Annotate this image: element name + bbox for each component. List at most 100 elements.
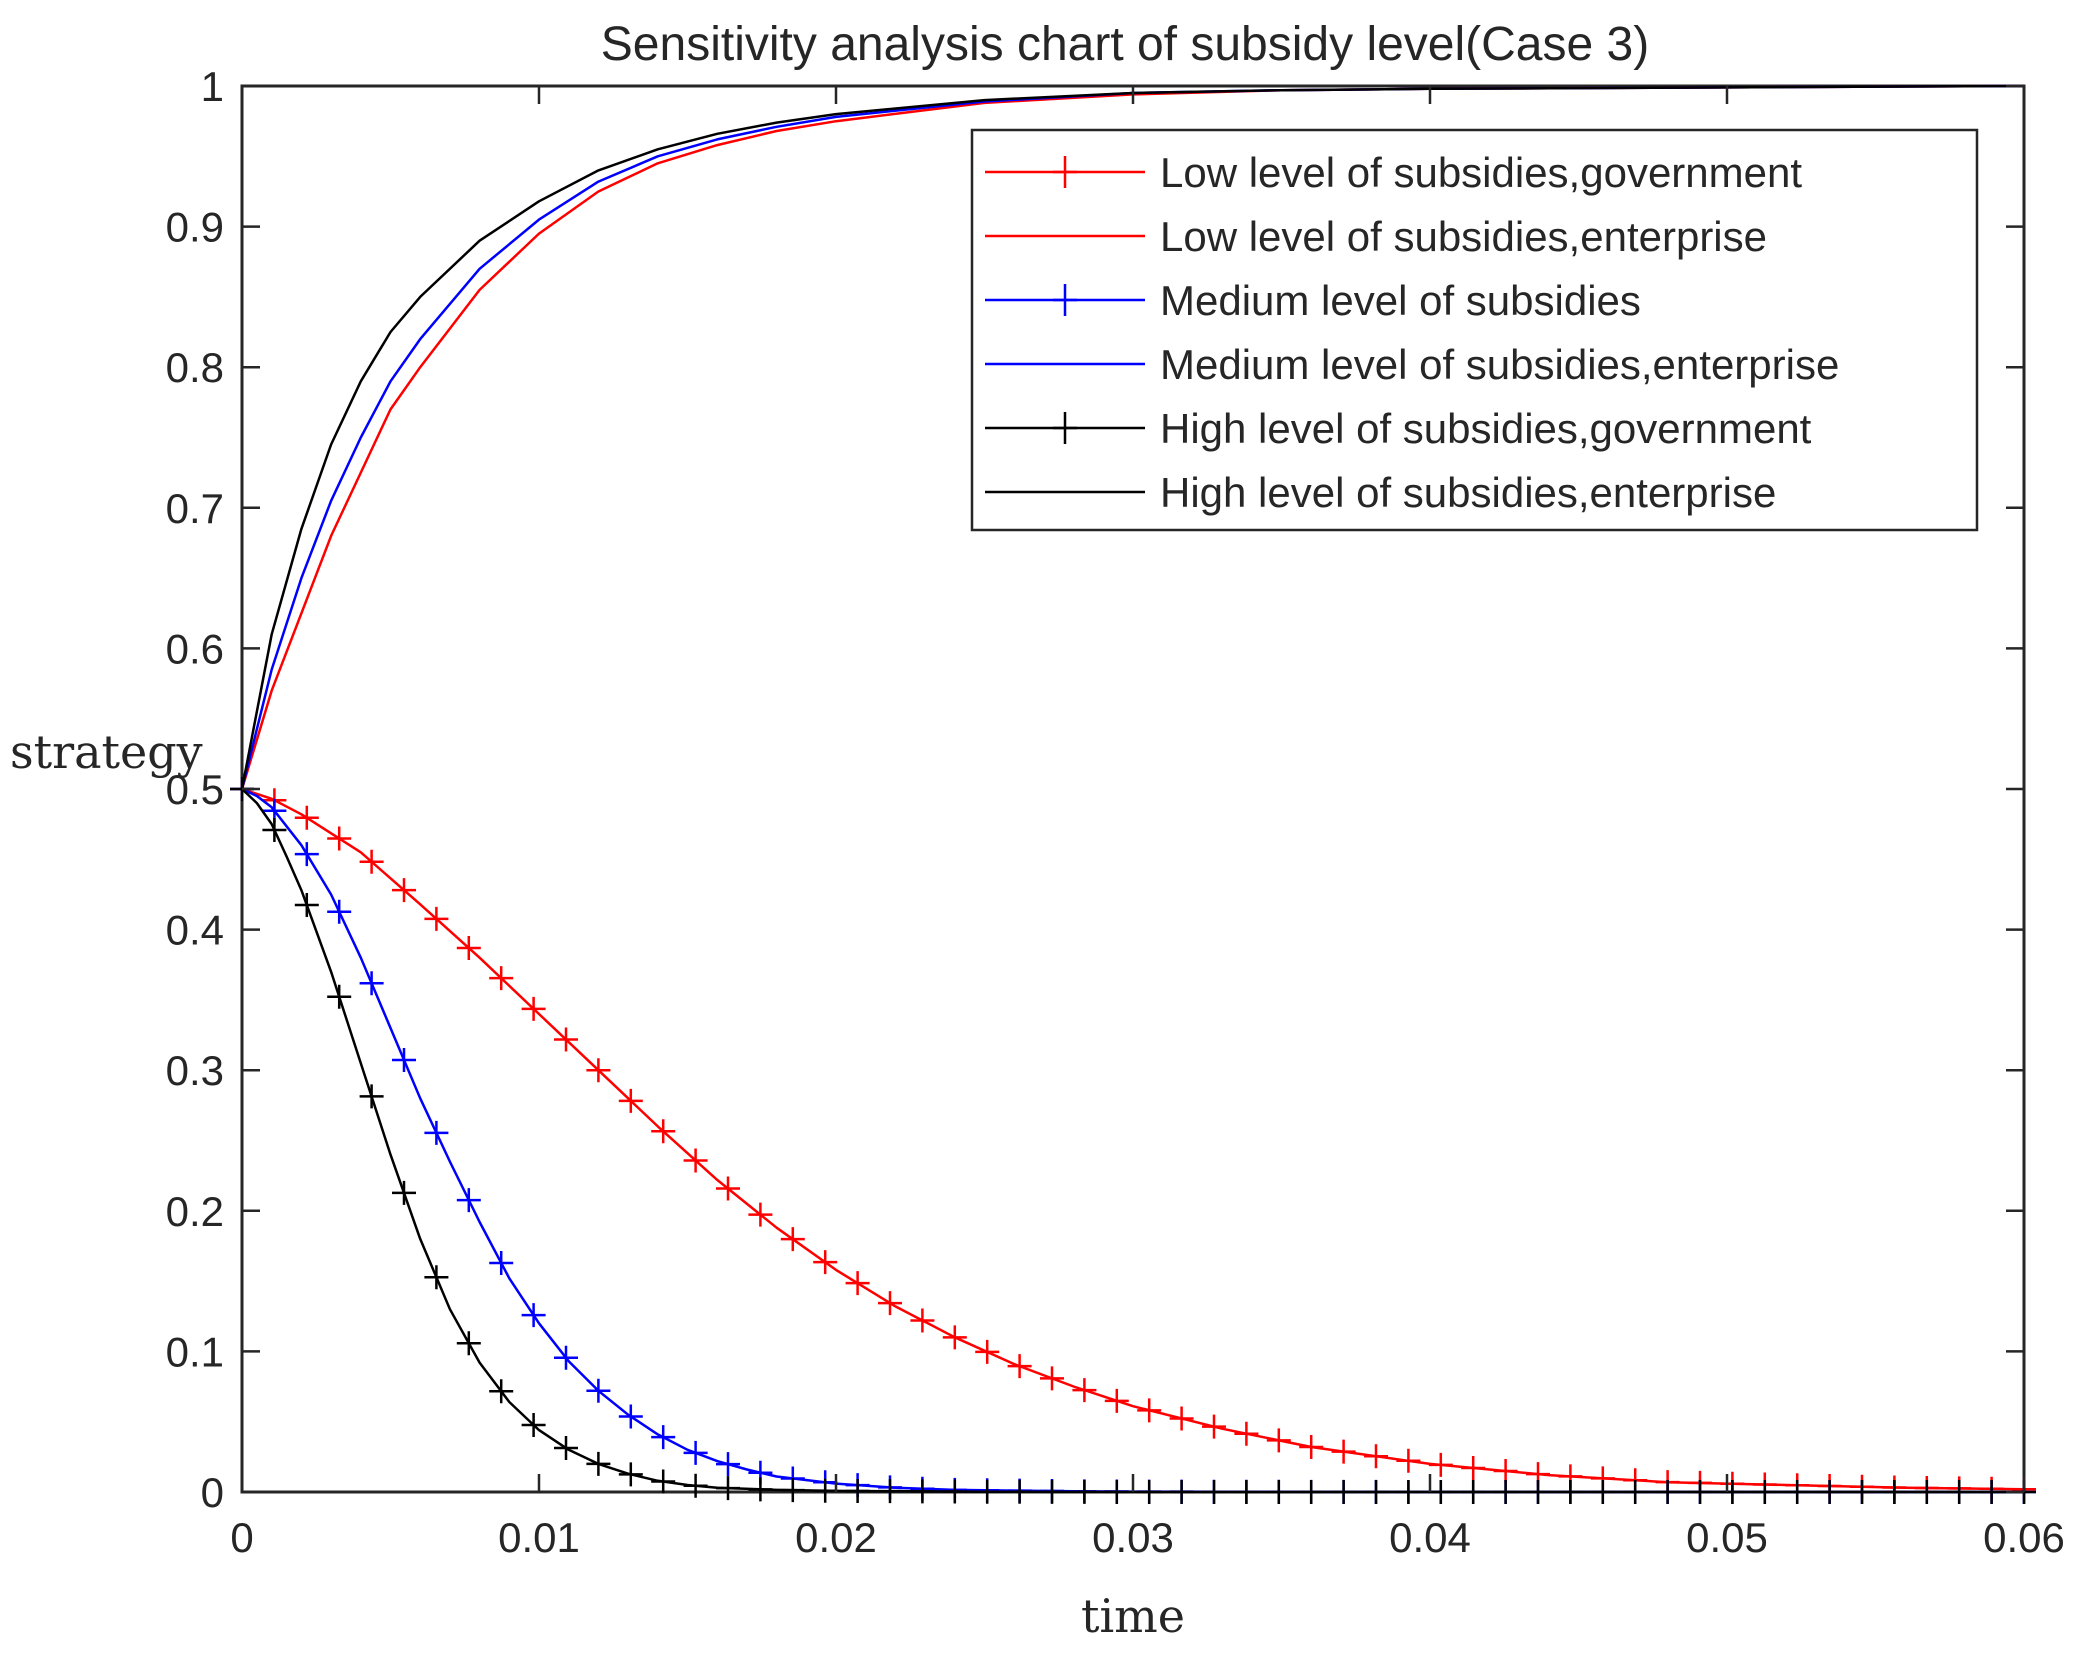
legend-label: Low level of subsidies,government (1160, 149, 1802, 196)
x-tick-label: 0.02 (795, 1514, 877, 1561)
x-tick-label: 0.04 (1389, 1514, 1471, 1561)
y-tick-label: 0 (201, 1469, 224, 1516)
x-tick-label: 0.06 (1983, 1514, 2065, 1561)
series-marker-high-level-of-subsidies-government (1979, 1480, 2004, 1504)
series-marker-high-level-of-subsidies-government (813, 1478, 838, 1503)
series-marker-low-level-of-subsidies-government (489, 966, 514, 991)
series-marker-low-level-of-subsidies-government (456, 936, 481, 961)
series-marker-medium-level-of-subsidies (554, 1345, 578, 1370)
series-marker-high-level-of-subsidies-government (1428, 1480, 1453, 1504)
y-axis-label: strategy (10, 725, 203, 779)
series-marker-medium-level-of-subsidies (651, 1425, 676, 1450)
series-marker-high-level-of-subsidies-government (1688, 1480, 1712, 1504)
x-tick-label: 0.03 (1092, 1514, 1174, 1561)
series-marker-high-level-of-subsidies-government (1234, 1480, 1259, 1504)
legend-marker (1053, 156, 1077, 188)
series-marker-low-level-of-subsidies-government (651, 1119, 676, 1144)
series-marker-low-level-of-subsidies-government (392, 878, 416, 903)
series-marker-high-level-of-subsidies-government (489, 1379, 514, 1404)
series-marker-low-level-of-subsidies-government (845, 1271, 870, 1296)
series-marker-high-level-of-subsidies-government (1040, 1479, 1064, 1504)
x-tick-label: 0.05 (1686, 1514, 1768, 1561)
series-marker-low-level-of-subsidies-government (942, 1325, 967, 1350)
series-marker-high-level-of-subsidies-government (1817, 1480, 1842, 1504)
series-marker-high-level-of-subsidies-government (392, 1180, 416, 1205)
series-marker-low-level-of-subsidies-government (1396, 1448, 1421, 1473)
series-marker-high-level-of-subsidies-government (1947, 1480, 1972, 1504)
series-marker-low-level-of-subsidies-government (1299, 1435, 1324, 1460)
series-marker-medium-level-of-subsidies (683, 1440, 708, 1465)
series-marker-medium-level-of-subsidies (489, 1250, 514, 1275)
y-tick-label: 0.2 (166, 1188, 224, 1235)
x-tick-label: 0.01 (498, 1514, 580, 1561)
series-marker-low-level-of-subsidies-government (586, 1058, 611, 1083)
series-marker-low-level-of-subsidies-government (554, 1027, 578, 1052)
series-marker-low-level-of-subsidies-government (618, 1088, 643, 1113)
legend-label: Medium level of subsidies (1160, 277, 1641, 324)
series-marker-low-level-of-subsidies-government (1169, 1406, 1194, 1431)
series-line-high-level-of-subsidies-enterprise (240, 84, 2025, 790)
series-marker-low-level-of-subsidies-government (1266, 1428, 1291, 1453)
series-marker-high-level-of-subsidies-government (1720, 1480, 1745, 1504)
chart-title: Sensitivity analysis chart of subsidy le… (601, 18, 1649, 71)
series-marker-high-level-of-subsidies-government (1364, 1480, 1388, 1504)
series-marker-high-level-of-subsidies-government (1396, 1480, 1421, 1504)
series-marker-medium-level-of-subsidies (586, 1378, 611, 1403)
legend: Low level of subsidies,government Low lev… (970, 128, 1979, 532)
series-line-medium-level-of-subsidies (241, 787, 2024, 1494)
series-marker-high-level-of-subsidies-government (294, 893, 319, 918)
series-marker-medium-level-of-subsidies (392, 1047, 416, 1072)
series-marker-low-level-of-subsidies-government (716, 1176, 740, 1201)
y-tick-label: 1 (201, 63, 224, 110)
series-marker-low-level-of-subsidies-government (813, 1250, 838, 1275)
series-marker-high-level-of-subsidies-government (618, 1462, 643, 1487)
series-marker-low-level-of-subsidies-government (521, 996, 546, 1021)
series-marker-high-level-of-subsidies-government (1914, 1480, 1939, 1504)
series-marker-high-level-of-subsidies-government (554, 1436, 578, 1461)
series-marker-high-level-of-subsidies-government (1331, 1480, 1356, 1504)
series-marker-medium-level-of-subsidies (424, 1120, 449, 1145)
series-marker-low-level-of-subsidies-government (780, 1227, 805, 1252)
series-marker-low-level-of-subsidies-government (910, 1308, 935, 1333)
series-line-low-level-of-subsidies-government (241, 787, 2025, 1491)
series-marker-high-level-of-subsidies-government (1169, 1480, 1194, 1504)
legend-label: Low level of subsidies,enterprise (1160, 213, 1767, 260)
series-marker-high-level-of-subsidies-government (651, 1469, 676, 1494)
legend-box (970, 128, 1979, 532)
series-marker-high-level-of-subsidies-government (1104, 1479, 1129, 1504)
series-marker-medium-level-of-subsidies (359, 971, 384, 996)
series-layer (230, 84, 2036, 1504)
series-marker-high-level-of-subsidies-government (1299, 1480, 1324, 1504)
series-marker-low-level-of-subsidies-government (1202, 1414, 1226, 1439)
series-marker-high-level-of-subsidies-government (456, 1331, 481, 1356)
series-marker-low-level-of-subsidies-government (1493, 1459, 1518, 1484)
series-marker-high-level-of-subsidies-government (1072, 1479, 1097, 1504)
series-marker-high-level-of-subsidies-government (424, 1265, 449, 1290)
y-tick-label: 0.5 (166, 766, 224, 813)
series-marker-low-level-of-subsidies-government (975, 1339, 1000, 1364)
y-tick-label: 0.9 (166, 204, 224, 251)
series-marker-high-level-of-subsidies-government (1623, 1480, 1648, 1504)
series-marker-high-level-of-subsidies-government (748, 1477, 773, 1502)
series-marker-high-level-of-subsidies-government (1785, 1480, 1810, 1504)
series-marker-low-level-of-subsidies-government (1331, 1439, 1356, 1464)
x-tick-label: 0 (230, 1514, 253, 1561)
series-line-high-level-of-subsidies-government (241, 788, 2024, 1494)
series-marker-low-level-of-subsidies-government (1137, 1398, 1162, 1423)
series-marker-medium-level-of-subsidies (294, 842, 319, 867)
series-marker-high-level-of-subsidies-government (359, 1084, 384, 1109)
y-tick-label: 0.6 (166, 625, 224, 672)
y-tick-label: 0.8 (166, 344, 224, 391)
series-marker-high-level-of-subsidies-government (327, 984, 352, 1009)
y-tick-label: 0.3 (166, 1047, 224, 1094)
ticks-layer: 0 0.01 0.02 0.03 0.04 0.05 0.06 0 0.1 0.2 0.3 0.4 0.… (166, 63, 2065, 1561)
series-marker-medium-level-of-subsidies (521, 1303, 546, 1328)
series-marker-high-level-of-subsidies-government (845, 1479, 870, 1503)
series-marker-high-level-of-subsidies-government (1137, 1480, 1162, 1504)
series-marker-high-level-of-subsidies-government (1882, 1480, 1907, 1504)
series-marker-low-level-of-subsidies-government (1072, 1378, 1097, 1403)
series-marker-medium-level-of-subsidies (618, 1404, 643, 1429)
series-marker-high-level-of-subsidies-government (975, 1479, 1000, 1504)
series-marker-low-level-of-subsidies-government (1104, 1388, 1129, 1413)
